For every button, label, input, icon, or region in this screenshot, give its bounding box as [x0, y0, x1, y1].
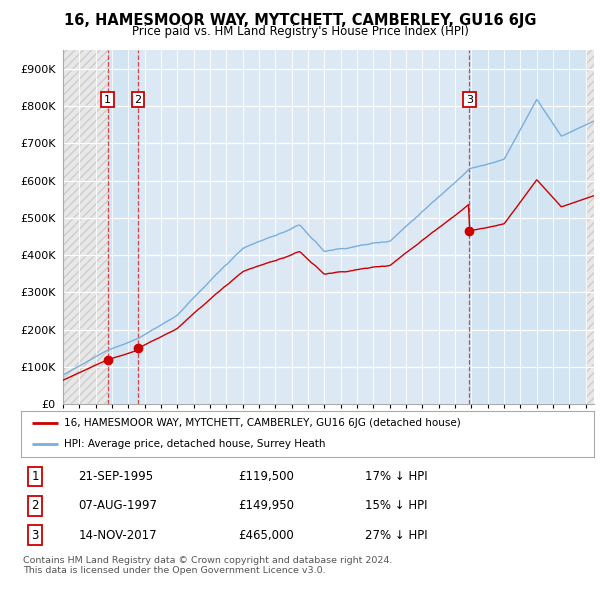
- Bar: [586, 50, 594, 404]
- Text: HPI: Average price, detached house, Surrey Heath: HPI: Average price, detached house, Surr…: [64, 440, 325, 450]
- Text: £465,000: £465,000: [239, 529, 295, 542]
- Text: 15% ↓ HPI: 15% ↓ HPI: [365, 499, 427, 513]
- Text: Price paid vs. HM Land Registry's House Price Index (HPI): Price paid vs. HM Land Registry's House …: [131, 25, 469, 38]
- Text: 3: 3: [466, 95, 473, 104]
- Text: 07-AUG-1997: 07-AUG-1997: [79, 499, 157, 513]
- Text: 2: 2: [32, 499, 39, 513]
- Text: £149,950: £149,950: [239, 499, 295, 513]
- Bar: [586, 50, 594, 404]
- Text: £119,500: £119,500: [239, 470, 295, 483]
- Text: 14-NOV-2017: 14-NOV-2017: [79, 529, 157, 542]
- Text: 2: 2: [134, 95, 142, 104]
- Text: 21-SEP-1995: 21-SEP-1995: [79, 470, 154, 483]
- Text: 3: 3: [32, 529, 39, 542]
- Text: 17% ↓ HPI: 17% ↓ HPI: [365, 470, 427, 483]
- Bar: [63, 50, 107, 404]
- Bar: [63, 50, 107, 404]
- Bar: [107, 50, 138, 404]
- Text: 16, HAMESMOOR WAY, MYTCHETT, CAMBERLEY, GU16 6JG (detached house): 16, HAMESMOOR WAY, MYTCHETT, CAMBERLEY, …: [64, 418, 461, 428]
- Text: 1: 1: [32, 470, 39, 483]
- Text: Contains HM Land Registry data © Crown copyright and database right 2024.
This d: Contains HM Land Registry data © Crown c…: [23, 556, 392, 575]
- Text: 1: 1: [104, 95, 111, 104]
- Text: 27% ↓ HPI: 27% ↓ HPI: [365, 529, 427, 542]
- Bar: [469, 50, 586, 404]
- Text: 16, HAMESMOOR WAY, MYTCHETT, CAMBERLEY, GU16 6JG: 16, HAMESMOOR WAY, MYTCHETT, CAMBERLEY, …: [64, 13, 536, 28]
